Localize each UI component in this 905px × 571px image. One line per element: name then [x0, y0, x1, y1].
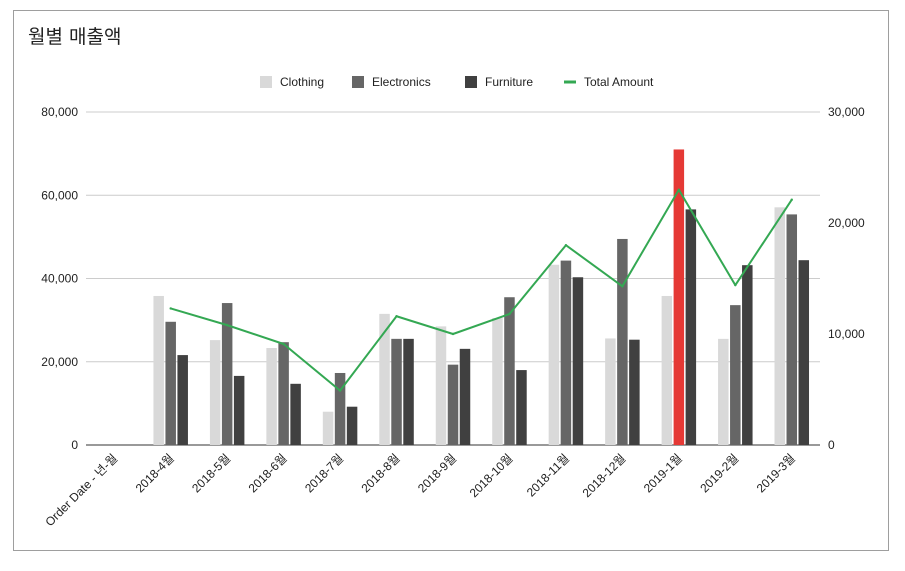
- x-tick-label: 2018-8월: [359, 451, 403, 495]
- y-left-tick-label: 80,000: [41, 105, 78, 119]
- line-point: [790, 198, 793, 201]
- bar-furniture-12: [798, 260, 810, 445]
- legend-label: Clothing: [280, 75, 324, 89]
- bar-furniture-3: [290, 383, 301, 445]
- y-axis-left: 0 20,000 40,000 60,000 80,000: [41, 105, 78, 452]
- line-point: [225, 323, 229, 327]
- x-tick-label: 2019-1월: [641, 451, 685, 495]
- legend-swatch: [352, 76, 364, 88]
- line-total-amount: [170, 188, 793, 392]
- legend-label: Furniture: [485, 75, 533, 89]
- x-tick-label: 2018-12월: [580, 451, 629, 500]
- bars: [153, 149, 810, 445]
- bar-electronics-10: [673, 149, 685, 445]
- y-right-tick-label: 30,000: [828, 105, 865, 119]
- bar-electronics-6: [447, 364, 459, 445]
- line-point: [338, 389, 342, 392]
- bar-electronics-8: [560, 260, 572, 445]
- line-point: [677, 188, 681, 191]
- bar-clothing-11: [718, 338, 729, 445]
- y-axis-right: 0 10,000 20,000 30,000: [828, 105, 865, 452]
- x-tick-label: 2018-6월: [246, 451, 290, 495]
- line-point: [169, 307, 172, 310]
- x-tick-label: 2018-5월: [189, 451, 233, 495]
- legend-swatch: [465, 76, 477, 88]
- bar-electronics-11: [730, 305, 741, 445]
- line-point: [621, 285, 624, 288]
- bar-furniture-10: [685, 209, 697, 445]
- bar-furniture-11: [742, 265, 753, 445]
- y-left-tick-label: 60,000: [41, 188, 78, 202]
- legend-label: Electronics: [372, 75, 431, 89]
- line-point: [451, 332, 455, 336]
- bar-furniture-4: [346, 406, 358, 445]
- bar-electronics-7: [504, 297, 515, 445]
- bar-electronics-2: [221, 303, 233, 445]
- bar-clothing-12: [774, 207, 786, 445]
- bar-furniture-2: [233, 375, 245, 445]
- line-point: [508, 312, 511, 316]
- bar-clothing-2: [209, 340, 221, 445]
- bar-clothing-4: [322, 411, 334, 445]
- y-left-tick-label: 40,000: [41, 272, 78, 286]
- bar-clothing-8: [548, 264, 560, 445]
- bar-clothing-5: [379, 313, 390, 445]
- bar-electronics-5: [391, 338, 402, 445]
- bar-electronics-1: [165, 321, 176, 445]
- legend-label: Total Amount: [584, 75, 654, 89]
- x-tick-label: 2018-7월: [302, 451, 346, 495]
- bar-electronics-9: [617, 238, 628, 445]
- bar-furniture-7: [516, 370, 527, 445]
- x-tick-label: 2018-4월: [133, 451, 177, 495]
- x-tick-label: 2018-9월: [415, 451, 459, 495]
- bar-furniture-9: [629, 339, 640, 445]
- bar-electronics-4: [334, 372, 346, 445]
- bar-furniture-5: [403, 338, 414, 445]
- line-point: [734, 283, 737, 287]
- x-tick-label: 2018-10월: [467, 451, 516, 500]
- y-right-tick-label: 0: [828, 438, 835, 452]
- bar-clothing-3: [266, 348, 277, 445]
- x-tick-label: 2019-2월: [697, 451, 741, 495]
- bar-furniture-1: [177, 355, 188, 445]
- line-point: [282, 342, 285, 346]
- legend-swatch: [260, 76, 272, 88]
- bar-clothing-10: [661, 295, 673, 445]
- bar-clothing-7: [492, 318, 503, 445]
- bar-clothing-1: [153, 295, 164, 445]
- x-tick-label: Order Date - 년-월: [42, 451, 120, 529]
- bar-clothing-9: [605, 338, 616, 445]
- x-axis: Order Date - 년-월 2018-4월 2018-5월 2018-6월 201…: [42, 451, 797, 529]
- y-left-tick-label: 20,000: [41, 355, 78, 369]
- x-tick-label: 2018-11월: [524, 451, 572, 499]
- total-line: [169, 188, 793, 392]
- y-left-tick-label: 0: [71, 438, 78, 452]
- legend: Clothing Electronics Furniture Total Amount: [260, 75, 654, 89]
- bar-furniture-8: [572, 277, 584, 445]
- bar-electronics-12: [786, 214, 798, 445]
- y-right-tick-label: 10,000: [828, 327, 865, 341]
- bar-electronics-3: [278, 342, 289, 445]
- bar-clothing-6: [435, 326, 447, 445]
- line-point: [564, 244, 568, 247]
- x-tick-label: 2019-3월: [754, 451, 798, 495]
- bar-furniture-6: [459, 348, 471, 445]
- y-right-tick-label: 20,000: [828, 216, 865, 230]
- line-point: [395, 315, 398, 318]
- chart-title: 월별 매출액: [28, 26, 122, 48]
